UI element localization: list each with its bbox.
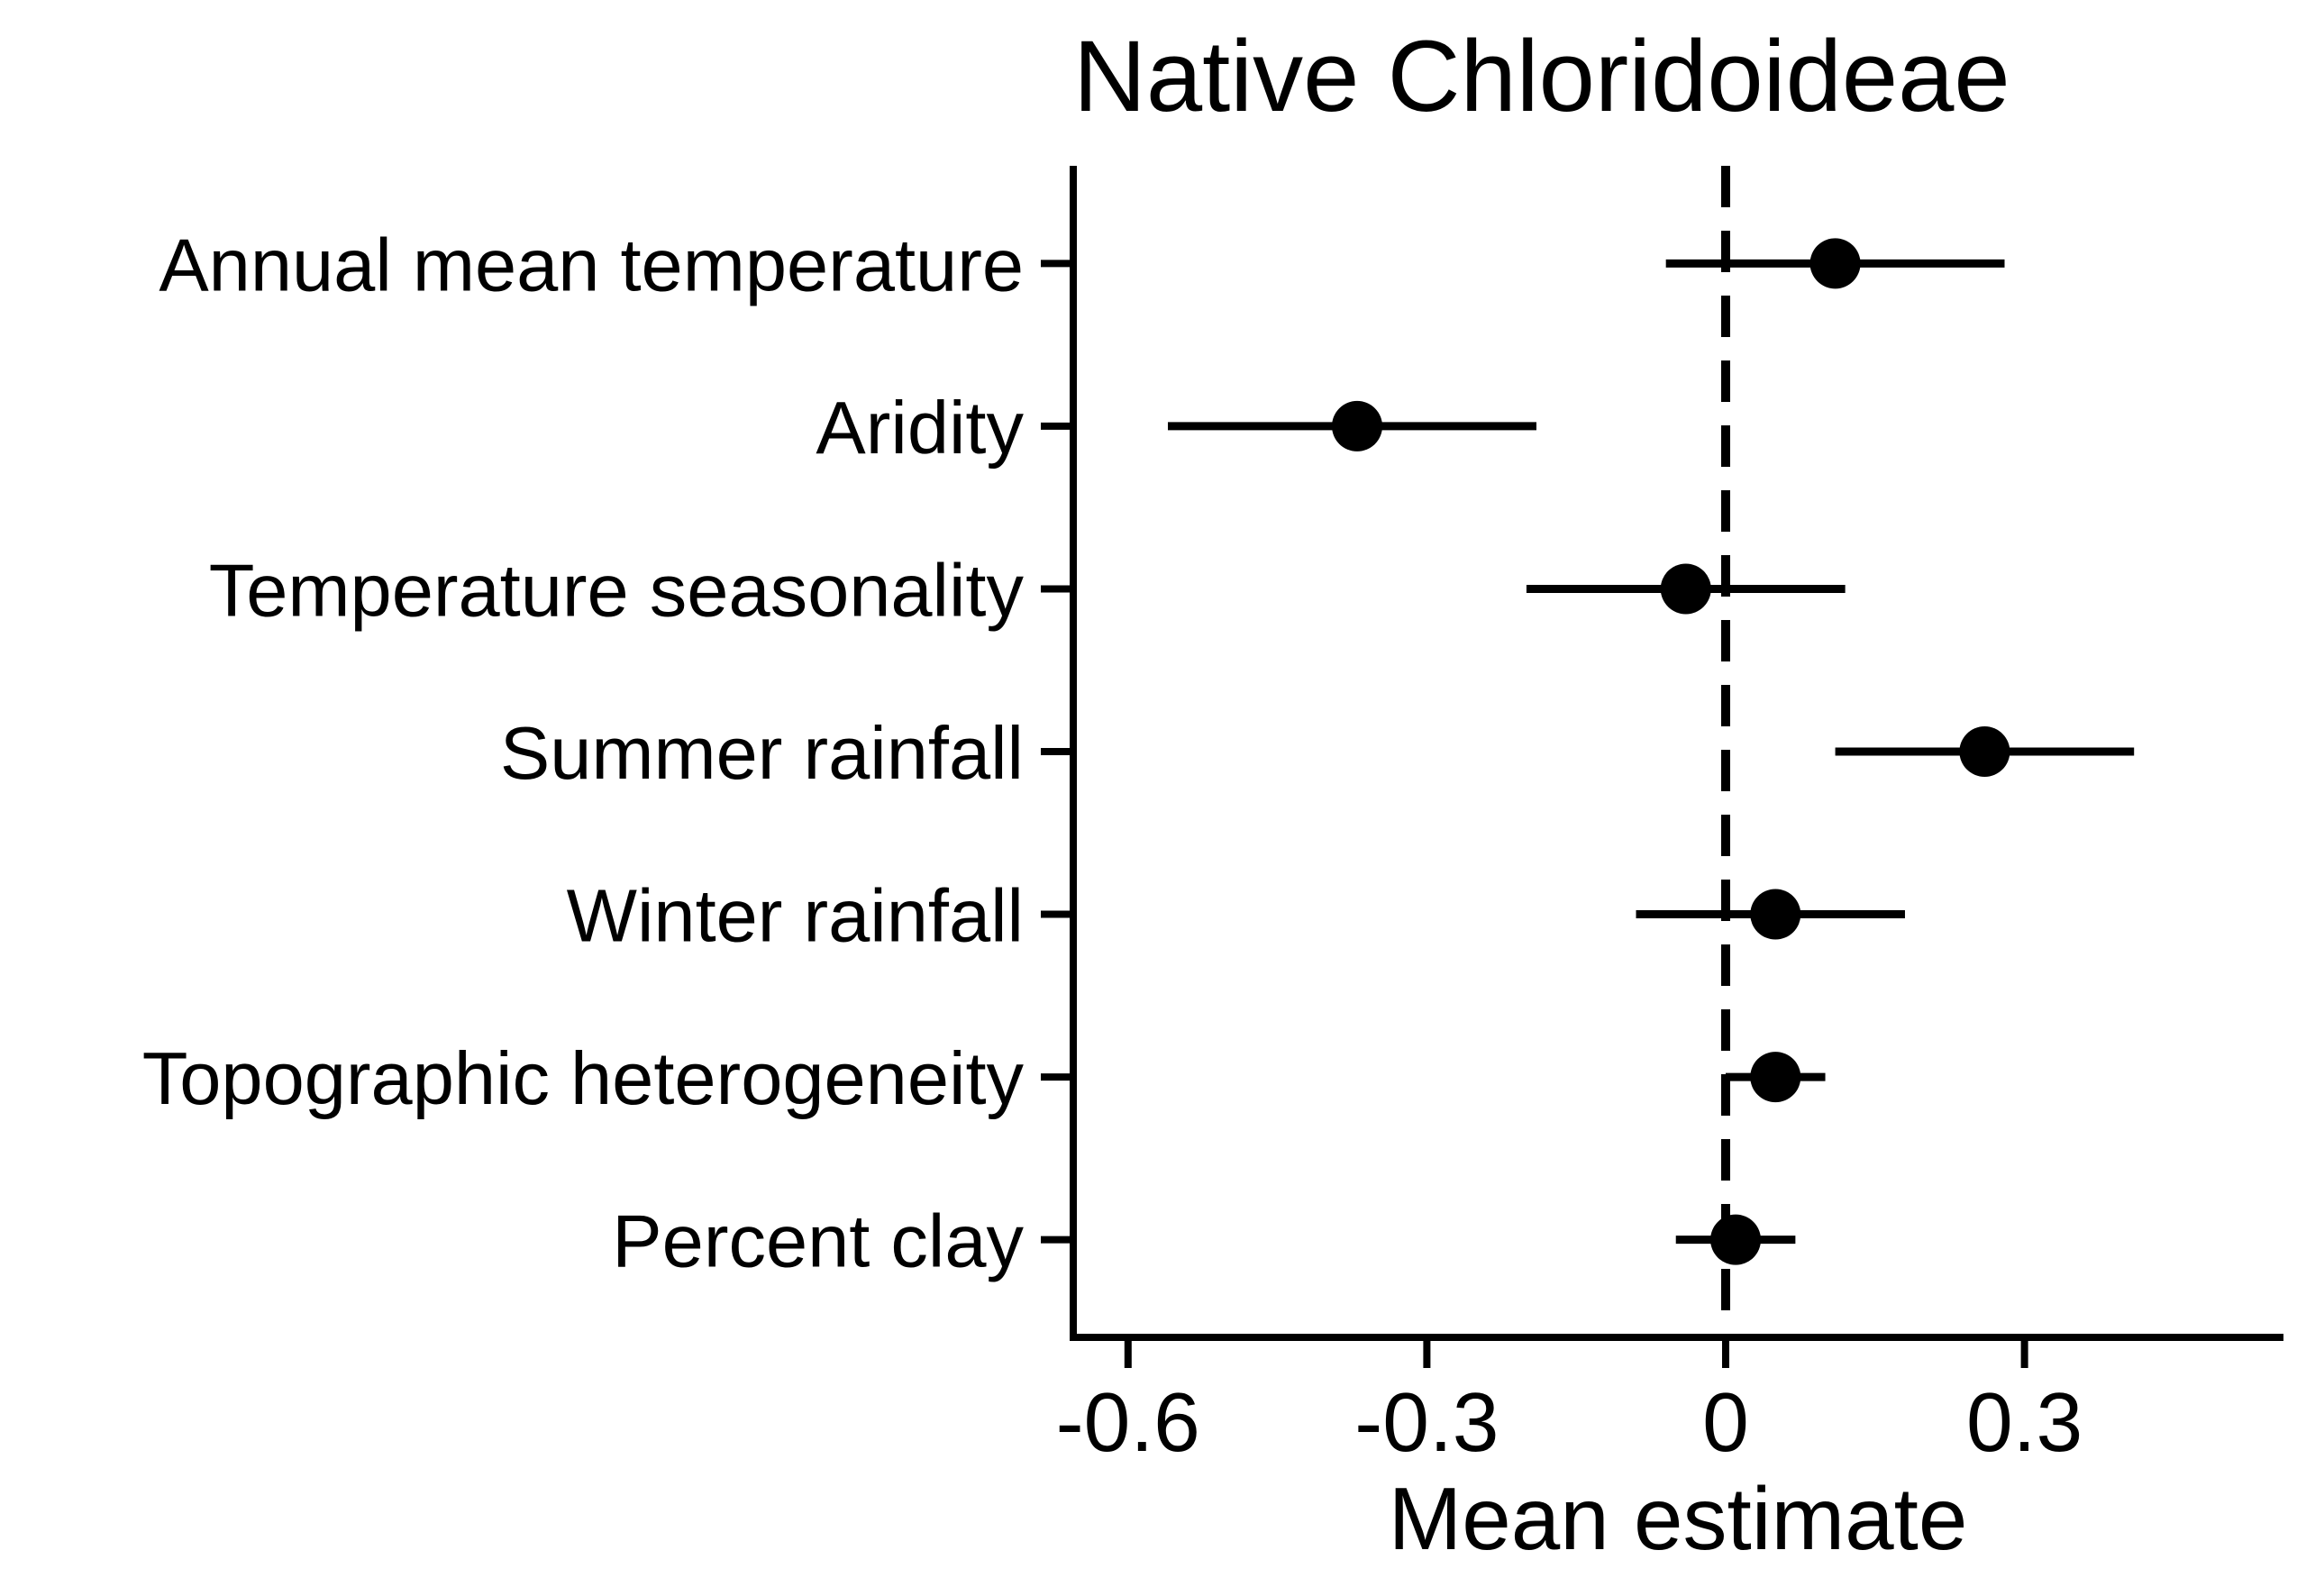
estimate-point [1332,400,1383,451]
estimate-point [1660,563,1711,615]
estimate-point [1710,1214,1762,1265]
x-axis-tick-label: -0.6 [1056,1375,1200,1469]
x-axis-tick-label: 0.3 [1966,1375,2083,1469]
y-axis-tick-label: Annual mean temperature [159,223,1024,306]
plot-panel: Annual mean temperature Aridity Temperatur… [142,166,2283,1469]
estimate-point [1750,1052,1801,1103]
estimate-point [1750,889,1801,940]
x-axis-tick-label: -0.3 [1354,1375,1499,1469]
x-axis-tick-label: 0 [1702,1375,1749,1469]
chart-title: Native Chloridoideae [1073,20,2010,132]
estimate-point [1959,726,2010,777]
x-axis-title: Mean estimate [1389,1469,1968,1568]
y-axis-tick-label: Topographic heterogeneity [142,1036,1025,1120]
y-axis-tick-label: Temperature seasonality [209,548,1025,632]
estimate-point [1809,238,1861,289]
y-axis-tick-label: Summer rainfall [500,711,1024,795]
y-axis-tick-label: Aridity [816,386,1024,470]
y-axis-tick-label: Percent clay [612,1199,1024,1283]
y-axis-tick-label: Winter rainfall [567,874,1024,958]
